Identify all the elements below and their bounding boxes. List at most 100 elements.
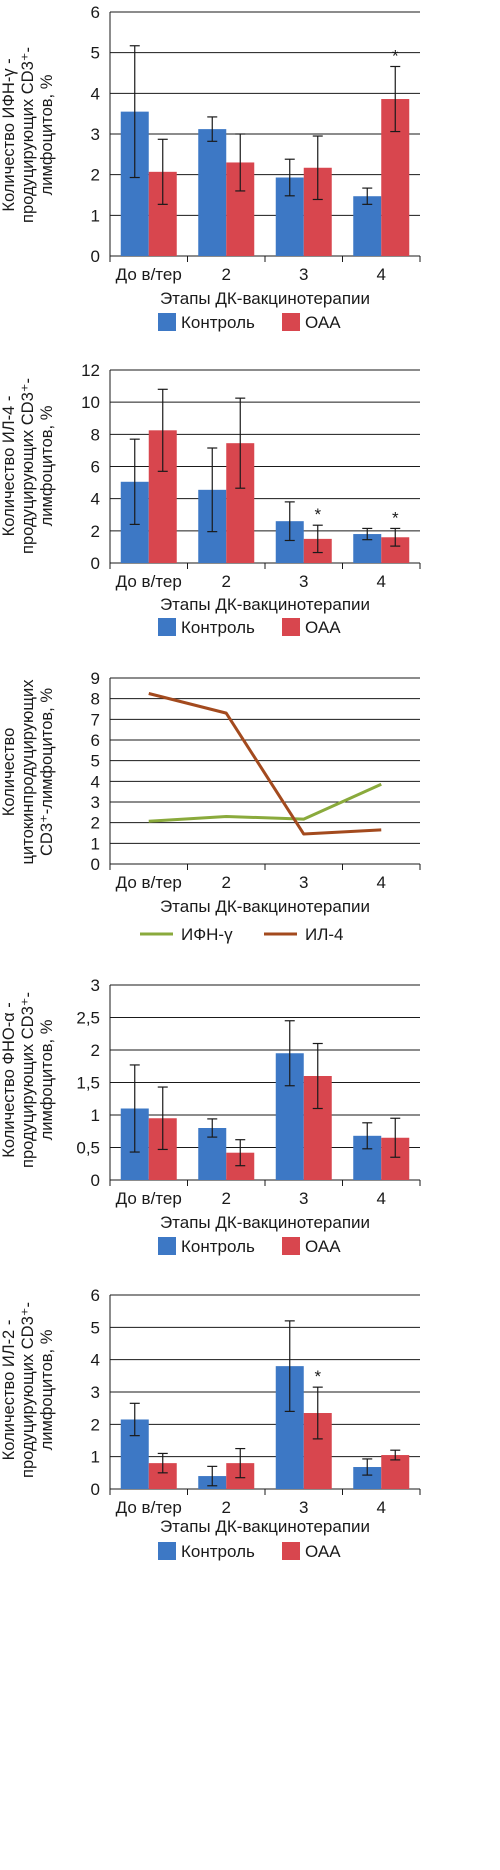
x-axis-title: Этапы ДК-вакцинотерапии xyxy=(160,289,370,308)
y-tick-label: 3 xyxy=(91,1383,100,1402)
y-axis-title-line: Количество ИЛ-4 - xyxy=(0,396,18,537)
x-category-label: 2 xyxy=(222,873,231,892)
legend-label: ОАА xyxy=(305,618,341,637)
y-tick-label: 0 xyxy=(91,1480,100,1499)
legend-label: Контроль xyxy=(181,618,255,637)
y-tick-label: 2 xyxy=(91,1041,100,1060)
legend: Контроль ОАА xyxy=(158,1542,341,1561)
x-axis-title: Этапы ДК-вакцинотерапии xyxy=(160,1517,370,1536)
y-tick-label: 2 xyxy=(91,1415,100,1434)
x-axis-title: Этапы ДК-вакцинотерапии xyxy=(160,595,370,614)
legend-swatch-control xyxy=(158,1237,176,1255)
y-tick-label: 6 xyxy=(91,1286,100,1305)
x-category-label: 3 xyxy=(299,1189,308,1208)
y-tick-label: 6 xyxy=(91,3,100,22)
y-axis-title-line: Количество ИФН-γ - xyxy=(0,58,18,211)
x-category-label: 2 xyxy=(222,1189,231,1208)
y-axis-title-line: лимфоцитов, % xyxy=(38,74,56,195)
x-category-label: 2 xyxy=(222,572,231,591)
y-tick-label: 2 xyxy=(91,522,100,541)
y-tick-label: 0 xyxy=(91,554,100,573)
y-tick-label: 8 xyxy=(91,425,100,444)
y-tick-label: 3 xyxy=(91,125,100,144)
y-axis-title: Количество ФНО-α -продуцирующих CD3⁺-лим… xyxy=(0,992,56,1168)
legend-swatch-control xyxy=(158,1542,176,1560)
y-tick-label: 6 xyxy=(91,458,100,477)
y-tick-label: 2 xyxy=(91,814,100,833)
significance-star: * xyxy=(392,46,399,65)
x-category-label: 4 xyxy=(377,1189,386,1208)
x-category-label: До в/тер xyxy=(116,1189,182,1208)
x-category-label: До в/тер xyxy=(116,873,182,892)
y-tick-label: 7 xyxy=(91,710,100,729)
legend: Контроль ОАА xyxy=(158,313,341,332)
x-axis-title: Этапы ДК-вакцинотерапии xyxy=(160,1213,370,1232)
y-tick-label: 5 xyxy=(91,44,100,63)
legend-label: ИЛ-4 xyxy=(305,925,344,944)
x-category-label: До в/тер xyxy=(116,1498,182,1517)
y-tick-label: 4 xyxy=(91,772,100,791)
y-tick-label: 3 xyxy=(91,976,100,995)
significance-star: * xyxy=(314,505,321,524)
bar-control xyxy=(198,129,227,256)
chart-5: 0 1 2 3 4 5 6 До в/тер 2 3 4 Этапы ДК-вакцинотерапи… xyxy=(0,1286,421,1561)
y-axis-title-line: Количество ФНО-α - xyxy=(0,1002,18,1158)
significance-star: * xyxy=(314,1367,321,1386)
chart-2: 0 2 4 6 8 10 12 До в/тер 2 3 4 Этапы ДК-вакцинотера… xyxy=(0,361,421,637)
legend: Контроль ОАА xyxy=(158,618,341,637)
x-category-label: 4 xyxy=(377,265,386,284)
y-axis-title-line: лимфоцитов, % xyxy=(38,405,56,526)
y-axis-title-line: лимфоцитов, % xyxy=(38,1019,56,1140)
y-axis-title-line: продуцирующих CD3⁺- xyxy=(19,378,37,554)
y-axis-title: Количество ИЛ-4 -продуцирующих CD3⁺-лимф… xyxy=(0,378,56,554)
y-axis-title-line: Количество ИЛ-2 - xyxy=(0,1320,18,1461)
y-tick-label: 5 xyxy=(91,752,100,771)
x-category-label: 4 xyxy=(377,572,386,591)
x-category-label: 3 xyxy=(299,572,308,591)
chart-4: 0 0,5 1 1,5 2 2,5 3 До в/тер 2 3 4 Этапы ДК-вакцино… xyxy=(0,976,421,1256)
significance-star: * xyxy=(392,508,399,527)
x-axis-title: Этапы ДК-вакцинотерапии xyxy=(160,897,370,916)
legend-label: ОАА xyxy=(305,313,341,332)
y-axis-title-line: продуцирующих CD3⁺- xyxy=(19,1302,37,1478)
legend-swatch-oaa xyxy=(282,618,300,636)
y-tick-label: 12 xyxy=(81,361,100,380)
y-tick-label: 0 xyxy=(91,1171,100,1190)
legend-swatch-control xyxy=(158,618,176,636)
x-category-label: 3 xyxy=(299,1498,308,1517)
y-tick-label: 2 xyxy=(91,166,100,185)
y-tick-label: 5 xyxy=(91,1318,100,1337)
y-axis-title-line: CD3⁺-лимфоцитов, % xyxy=(38,688,56,856)
y-tick-label: 1 xyxy=(91,1106,100,1125)
legend-label: ИФН-γ xyxy=(181,925,233,944)
y-axis-title: Количество ИФН-γ -продуцирующих CD3⁺-лим… xyxy=(0,47,56,223)
legend-label: Контроль xyxy=(181,313,255,332)
y-tick-label: 2,5 xyxy=(76,1009,100,1028)
x-category-label: 2 xyxy=(222,265,231,284)
y-tick-label: 9 xyxy=(91,669,100,688)
legend-label: Контроль xyxy=(181,1542,255,1561)
chart-1: 0 1 2 3 4 5 6 До в/тер 2 3 4 Этапы ДК-вакцинотерапи… xyxy=(0,3,421,332)
x-category-label: 4 xyxy=(377,1498,386,1517)
y-tick-label: 8 xyxy=(91,690,100,709)
y-tick-label: 1 xyxy=(91,1448,100,1467)
y-tick-label: 4 xyxy=(91,84,100,103)
y-tick-label: 4 xyxy=(91,490,100,509)
legend: Контроль ОАА xyxy=(158,1237,341,1256)
y-tick-label: 6 xyxy=(91,731,100,750)
legend: ИФН-γ ИЛ-4 xyxy=(140,925,344,944)
y-axis-title-line: продуцирующих CD3⁺- xyxy=(19,992,37,1168)
y-axis-title-line: Количество xyxy=(0,728,18,817)
legend-label: ОАА xyxy=(305,1542,341,1561)
legend-swatch-oaa xyxy=(282,1237,300,1255)
y-axis-title-line: цитокинпродуцирующих xyxy=(19,679,37,865)
x-category-label: До в/тер xyxy=(116,265,182,284)
legend-label: ОАА xyxy=(305,1237,341,1256)
y-axis-title: Количество ИЛ-2 -продуцирующих CD3⁺-лимф… xyxy=(0,1302,56,1478)
x-category-label: 2 xyxy=(222,1498,231,1517)
y-axis-title-line: продуцирующих CD3⁺- xyxy=(19,47,37,223)
y-tick-label: 0 xyxy=(91,247,100,266)
